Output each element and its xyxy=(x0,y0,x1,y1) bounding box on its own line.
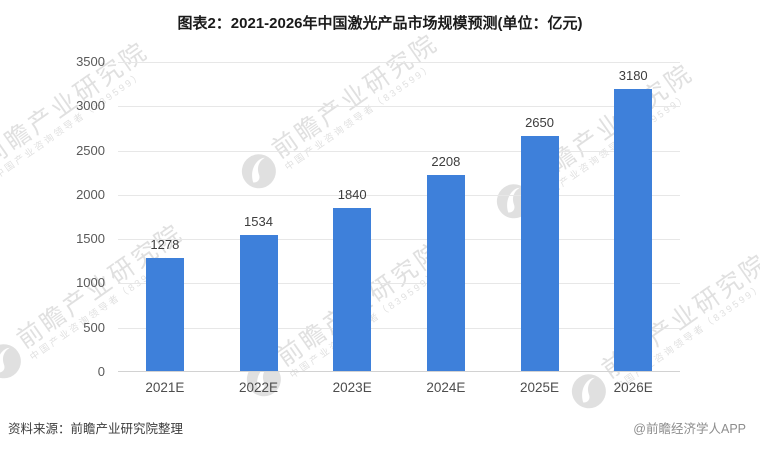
bar-2021E xyxy=(145,257,184,371)
bar-slot: 1534 xyxy=(212,62,306,371)
chart-title: 图表2：2021-2026年中国激光产品市场规模预测(单位：亿元) xyxy=(177,15,583,32)
y-tick-label: 1500 xyxy=(76,231,105,247)
bar-2025E xyxy=(520,136,559,371)
source-note: 资料来源：前瞻产业研究院整理 xyxy=(8,422,184,436)
bar-value-label: 1840 xyxy=(337,187,367,203)
y-tick-label: 0 xyxy=(97,364,105,379)
bar-slot: 1840 xyxy=(305,62,399,371)
bar-slot: 2208 xyxy=(399,62,493,371)
gridline xyxy=(118,150,680,152)
bar-value-label: 3180 xyxy=(618,68,648,84)
bar-series: 1278 1534 1840 2208 2650 3180 xyxy=(118,62,680,371)
bar-slot: 1278 xyxy=(118,62,212,371)
bar-value-label: 1278 xyxy=(150,236,180,252)
footer: 资料来源：前瞻产业研究院整理 @前瞻经济学人APP xyxy=(8,418,746,437)
x-tick-label: 2023E xyxy=(332,380,372,395)
x-tick-label: 2026E xyxy=(613,380,653,395)
bar-slot: 3180 xyxy=(586,62,680,371)
bar-2024E xyxy=(426,175,465,371)
y-axis: 0 500 1000 1500 2000 2500 3000 3500 xyxy=(0,54,105,379)
x-tick-label: 2022E xyxy=(238,380,279,395)
gridline xyxy=(118,327,680,329)
plot-area: 1278 1534 1840 2208 2650 3180 xyxy=(118,62,680,372)
gridline xyxy=(118,106,680,108)
x-tick-label: 2021E xyxy=(145,380,185,395)
gridline xyxy=(118,283,680,285)
brand-credit: @前瞻经济学人APP xyxy=(633,422,746,436)
x-tick-label: 2024E xyxy=(426,380,466,395)
bar-2023E xyxy=(333,208,372,371)
y-tick-label: 1000 xyxy=(76,275,105,291)
bar-value-label: 2650 xyxy=(525,115,554,131)
gridline xyxy=(118,239,680,241)
y-tick-label: 3000 xyxy=(76,98,105,114)
y-tick-label: 2000 xyxy=(76,186,105,202)
bar-slot: 2650 xyxy=(493,62,587,371)
bar-value-label: 2208 xyxy=(431,154,461,170)
y-tick-label: 3500 xyxy=(76,54,105,69)
x-tick-label: 2025E xyxy=(520,380,560,395)
y-tick-label: 500 xyxy=(83,319,105,335)
x-axis: 2021E 2022E 2023E 2024E 2025E 2026E xyxy=(118,380,680,395)
gridline xyxy=(118,194,680,196)
bar-value-label: 1534 xyxy=(244,214,273,230)
gridline xyxy=(118,62,680,63)
bar-2022E xyxy=(239,235,278,371)
bar-2026E xyxy=(614,89,653,371)
y-tick-label: 2500 xyxy=(76,142,105,158)
